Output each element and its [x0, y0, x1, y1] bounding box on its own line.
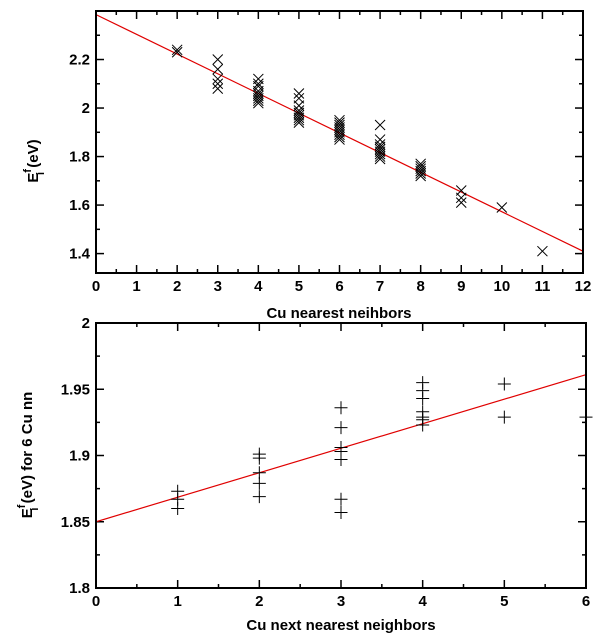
top-y-tick-label: 1.8 — [69, 149, 90, 166]
bottom-data-point — [334, 492, 348, 506]
bottom-y-tick-label: 1.85 — [61, 514, 90, 531]
top-x-axis-label: Cu nearest neihbors — [266, 305, 411, 322]
top-x-tick-label: 4 — [254, 278, 263, 295]
top-data-point — [171, 44, 183, 56]
top-data-point — [212, 73, 224, 85]
top-x-tick-label: 10 — [493, 278, 510, 295]
bottom-data-point — [252, 476, 266, 490]
bottom-data-point — [416, 392, 430, 406]
top-data-point — [334, 129, 345, 141]
bottom-y-tick-label: 1.8 — [69, 580, 90, 597]
bottom-x-tick-label: 5 — [500, 593, 508, 610]
top-data-point — [334, 134, 345, 145]
bottom-data-point — [252, 490, 266, 504]
bottom-plot-frame — [95, 322, 587, 589]
bottom-data-point — [171, 502, 185, 515]
bottom-x-axis-label: Cu next nearest neighbors — [246, 617, 435, 634]
top-y-tick-label: 2 — [82, 100, 90, 117]
top-data-point — [293, 112, 305, 124]
top-data-point — [293, 117, 305, 128]
top-x-tick-label: 9 — [457, 278, 465, 295]
top-data-point — [252, 95, 264, 107]
top-y-tick-label: 2.2 — [69, 52, 90, 69]
bottom-y-tick-label: 1.9 — [69, 448, 90, 465]
bottom-y-tick-label: 2 — [82, 315, 90, 332]
bottom-x-tick-label: 6 — [582, 593, 590, 610]
top-y-axis-label: Efi (eV) — [22, 139, 47, 182]
bottom-data-point — [334, 452, 348, 466]
top-data-point — [334, 131, 345, 143]
top-data-point — [496, 202, 508, 213]
top-data-point — [293, 88, 305, 99]
top-x-tick-label: 8 — [416, 278, 424, 295]
top-data-point — [212, 63, 224, 75]
top-plot-frame — [95, 10, 584, 274]
bottom-x-tick-label: 0 — [92, 593, 100, 610]
top-data-point — [415, 170, 427, 182]
top-x-tick-label: 5 — [295, 278, 303, 295]
top-data-point — [293, 114, 305, 126]
top-x-tick-label: 7 — [376, 278, 384, 295]
top-data-point — [455, 197, 467, 209]
top-data-point — [252, 97, 264, 109]
top-data-point — [171, 46, 183, 58]
top-data-point — [252, 92, 264, 104]
top-data-point — [374, 151, 386, 162]
top-x-tick-label: 12 — [575, 278, 592, 295]
bottom-x-tick-label: 4 — [418, 593, 427, 610]
top-data-point — [537, 245, 548, 257]
bottom-data-point — [416, 418, 430, 432]
bottom-x-tick-label: 2 — [255, 593, 263, 610]
bottom-x-tick-label: 1 — [173, 593, 181, 610]
bottom-data-point — [334, 505, 348, 519]
top-x-tick-label: 6 — [335, 278, 343, 295]
top-data-point — [212, 54, 224, 65]
bottom-data-point — [497, 410, 511, 424]
top-y-tick-label: 1.6 — [69, 197, 90, 214]
top-x-tick-label: 11 — [534, 278, 550, 295]
top-data-point — [415, 165, 427, 177]
top-data-point — [415, 168, 427, 179]
bottom-chart-panel: Cu next nearest neighbors Efi (eV) for 6… — [16, 315, 593, 634]
top-data-point — [212, 78, 224, 90]
top-data-point — [212, 83, 224, 94]
top-x-tick-label: 2 — [173, 278, 181, 295]
top-y-tick-label: 1.4 — [69, 246, 91, 263]
top-x-tick-label: 0 — [92, 278, 100, 295]
bottom-y-axis-label: Efi (eV) for 6 Cu nn — [16, 392, 41, 519]
bottom-y-tick-label: 1.95 — [61, 381, 90, 398]
top-x-tick-label: 3 — [214, 278, 222, 295]
bottom-data-point — [252, 451, 266, 465]
bottom-data-point — [497, 377, 511, 391]
top-x-tick-label: 1 — [132, 278, 140, 295]
top-data-point — [374, 119, 386, 131]
top-data-point — [374, 148, 386, 160]
bottom-data-point — [334, 401, 348, 415]
bottom-data-point — [334, 421, 348, 435]
top-data-point — [374, 153, 386, 165]
bottom-x-tick-label: 3 — [337, 593, 345, 610]
top-data-point — [455, 192, 467, 204]
